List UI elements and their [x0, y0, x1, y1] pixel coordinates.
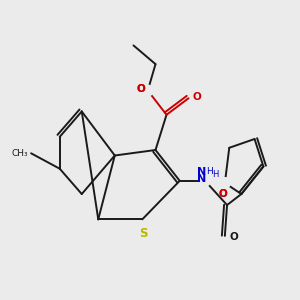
- Text: S: S: [140, 227, 148, 240]
- Text: O: O: [219, 189, 228, 199]
- Text: N: N: [197, 174, 207, 184]
- Text: H: H: [206, 167, 213, 176]
- Text: O: O: [193, 92, 202, 102]
- Circle shape: [200, 176, 210, 186]
- Circle shape: [220, 178, 230, 188]
- Circle shape: [142, 85, 153, 96]
- Text: O: O: [137, 84, 146, 94]
- Text: N: N: [197, 167, 207, 177]
- Text: O: O: [229, 232, 238, 242]
- Text: CH₃: CH₃: [11, 149, 28, 158]
- Text: O: O: [137, 84, 146, 94]
- Text: O: O: [219, 189, 228, 199]
- Text: H: H: [212, 170, 219, 179]
